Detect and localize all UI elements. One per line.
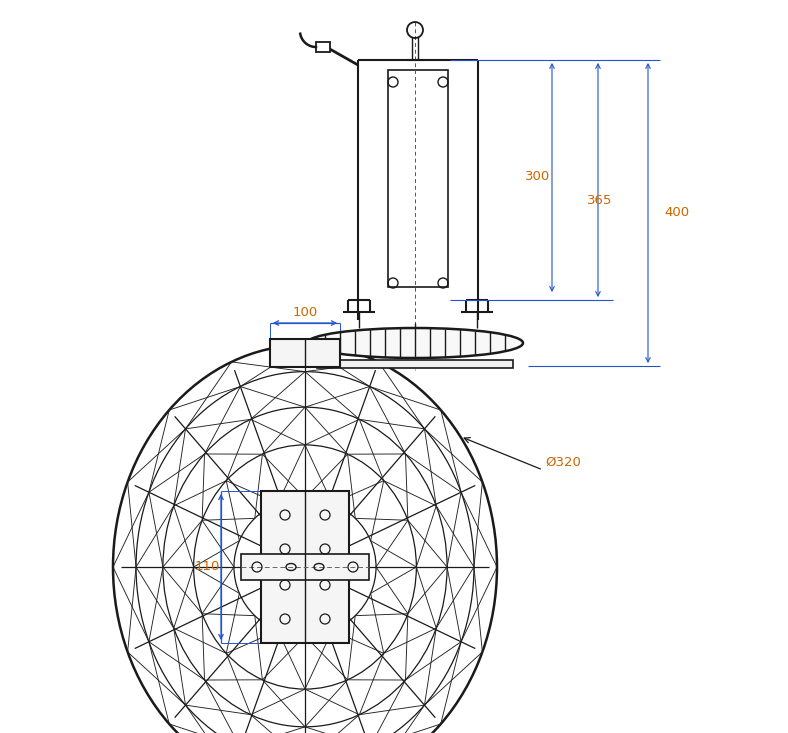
Bar [270, 339, 340, 367]
Text: 365: 365 [587, 194, 613, 207]
Bar [316, 42, 330, 52]
Text: 400: 400 [664, 207, 690, 219]
Bar [388, 70, 448, 287]
Ellipse shape [307, 328, 523, 358]
Text: 110: 110 [195, 561, 220, 573]
Text: 300: 300 [526, 171, 551, 183]
Text: 100: 100 [292, 306, 318, 320]
Bar [241, 554, 369, 580]
Bar [317, 360, 513, 368]
Bar [261, 491, 349, 643]
Text: Ø320: Ø320 [545, 455, 581, 468]
